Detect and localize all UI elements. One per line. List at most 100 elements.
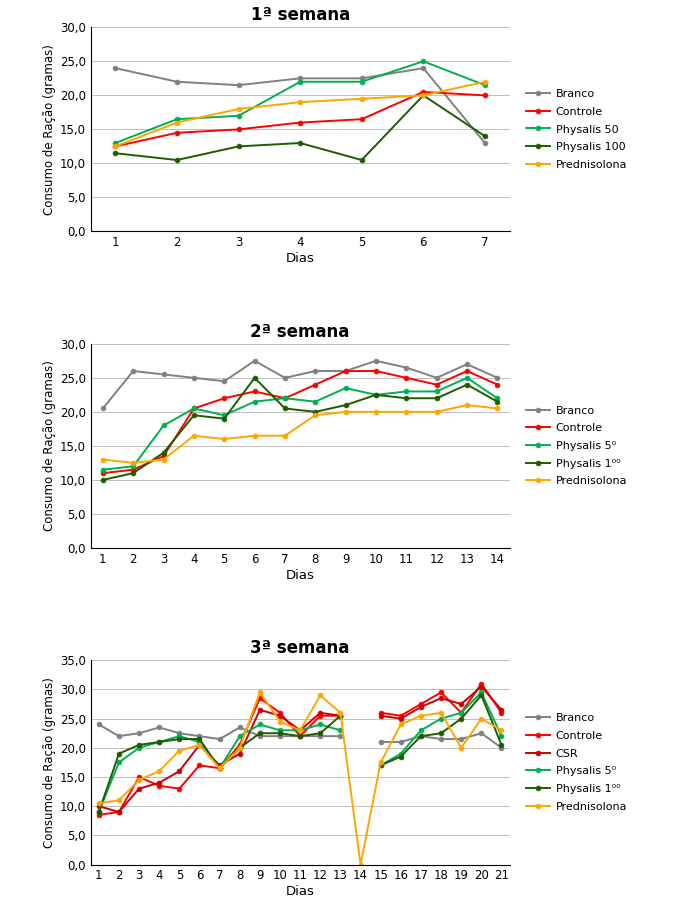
Prednisolona <box>235 743 244 753</box>
Prednisolona <box>493 403 502 414</box>
Branco <box>95 719 103 730</box>
Controle <box>433 379 441 390</box>
CSR <box>175 765 184 776</box>
Line: Prednisolona: Prednisolona <box>113 79 487 149</box>
Physalis 1⁰⁰ <box>216 763 224 773</box>
Controle <box>159 450 168 461</box>
Controle <box>341 366 350 377</box>
Physalis 50 <box>357 76 366 87</box>
Physalis 5⁰ <box>135 743 143 753</box>
Controle <box>402 372 410 383</box>
Branco <box>155 722 163 733</box>
Prednisolona <box>155 765 163 776</box>
Branco <box>251 356 259 367</box>
Physalis 1⁰⁰ <box>276 728 284 739</box>
Branco <box>419 63 427 74</box>
Branco <box>195 731 204 742</box>
Prednisolona <box>417 711 425 722</box>
Line: Prednisolona: Prednisolona <box>96 690 504 867</box>
Line: Controle: Controle <box>113 89 487 149</box>
Branco <box>135 728 143 739</box>
Controle <box>296 117 304 128</box>
Controle <box>114 806 123 817</box>
Branco <box>296 73 304 84</box>
Line: Controle: Controle <box>96 696 343 817</box>
Physalis 5⁰ <box>311 396 320 407</box>
Prednisolona <box>173 117 181 128</box>
Title: 2ª semana: 2ª semana <box>251 323 350 341</box>
X-axis label: Dias: Dias <box>285 569 315 581</box>
Physalis 5⁰ <box>251 396 259 407</box>
Physalis 5⁰ <box>195 736 204 747</box>
Physalis 1⁰⁰ <box>316 728 325 739</box>
Prednisolona <box>114 794 123 805</box>
Controle <box>135 772 143 783</box>
Controle <box>129 464 138 475</box>
Controle <box>216 763 224 773</box>
Physalis 5⁰ <box>372 389 380 400</box>
Physalis 5⁰ <box>296 725 304 736</box>
Prednisolona <box>98 454 107 465</box>
Branco <box>336 731 345 742</box>
Branco <box>159 369 168 379</box>
Controle <box>372 366 380 377</box>
Branco <box>296 731 304 742</box>
Prednisolona <box>497 725 505 736</box>
Controle <box>235 740 244 751</box>
Physalis 1⁰⁰ <box>195 733 204 744</box>
Physalis 5⁰ <box>175 731 184 742</box>
Controle <box>419 86 427 97</box>
Physalis 5⁰ <box>316 719 325 730</box>
Controle <box>235 124 243 135</box>
Line: Prednisolona: Prednisolona <box>101 402 500 465</box>
Prednisolona <box>95 798 103 809</box>
Prednisolona <box>357 859 365 870</box>
Controle <box>155 780 163 791</box>
Line: Branco: Branco <box>113 66 487 146</box>
Prednisolona <box>463 399 471 410</box>
Y-axis label: Consumo de Ração (gramas): Consumo de Ração (gramas) <box>43 677 56 848</box>
Physalis 5⁰ <box>281 393 289 404</box>
Controle <box>111 141 119 152</box>
CSR <box>296 725 304 736</box>
Physalis 1⁰⁰ <box>402 393 410 404</box>
Physalis 50 <box>481 80 489 91</box>
CSR <box>216 760 224 771</box>
Y-axis label: Consumo de Ração (gramas): Consumo de Ração (gramas) <box>43 44 56 215</box>
Title: 1ª semana: 1ª semana <box>251 6 350 25</box>
Branco <box>190 372 198 383</box>
Prednisolona <box>235 104 243 115</box>
Controle <box>195 760 204 771</box>
Physalis 1⁰⁰ <box>281 403 289 414</box>
Legend: Branco, Controle, CSR, Physalis 5⁰, Physalis 1⁰⁰, Prednisolona: Branco, Controle, CSR, Physalis 5⁰, Phys… <box>524 711 630 814</box>
Prednisolona <box>159 454 168 465</box>
Line: CSR: CSR <box>96 707 343 814</box>
Physalis 1⁰⁰ <box>372 389 380 400</box>
Branco <box>463 359 471 369</box>
Physalis 1⁰⁰ <box>155 736 163 747</box>
Prednisolona <box>135 774 143 785</box>
Y-axis label: Consumo de Ração (gramas): Consumo de Ração (gramas) <box>43 360 56 531</box>
Line: Branco: Branco <box>96 722 343 742</box>
Prednisolona <box>376 757 385 768</box>
Prednisolona <box>281 430 289 441</box>
Prednisolona <box>195 740 204 751</box>
Physalis 5⁰ <box>276 725 284 736</box>
Physalis 1⁰⁰ <box>98 474 107 485</box>
Physalis 100 <box>419 90 427 101</box>
Prednisolona <box>336 707 345 718</box>
Physalis 1⁰⁰ <box>296 731 304 742</box>
Physalis 5⁰ <box>493 393 502 404</box>
Prednisolona <box>111 141 119 152</box>
Physalis 5⁰ <box>433 386 441 397</box>
Prednisolona <box>419 90 427 101</box>
CSR <box>114 806 123 817</box>
Branco <box>311 366 320 377</box>
Legend: Branco, Controle, Physalis 5⁰, Physalis 1⁰⁰, Prednisolona: Branco, Controle, Physalis 5⁰, Physalis … <box>524 403 630 489</box>
Physalis 5⁰ <box>190 403 198 414</box>
Prednisolona <box>276 716 284 727</box>
Prednisolona <box>255 687 264 698</box>
Physalis 1⁰⁰ <box>235 743 244 753</box>
X-axis label: Dias: Dias <box>285 252 315 265</box>
Controle <box>255 693 264 703</box>
